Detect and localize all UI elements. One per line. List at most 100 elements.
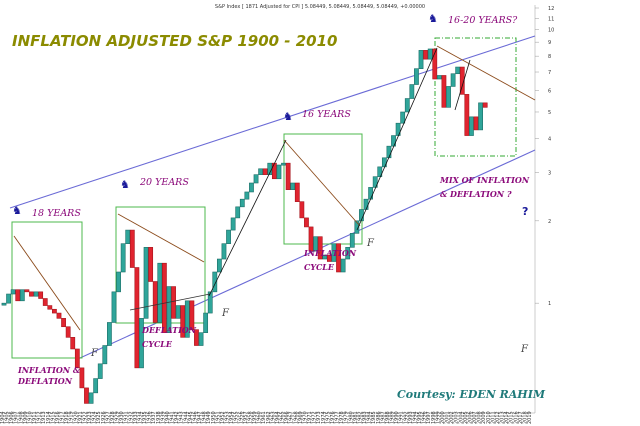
candle-bar [97, 363, 103, 379]
chart-title: INFLATION ADJUSTED S&P 1900 - 2010 [12, 32, 338, 50]
signal-marker-2: F [221, 308, 230, 319]
candle-bar [139, 318, 144, 369]
x-tick-label: 1994 [412, 411, 418, 424]
candle-bar [281, 162, 286, 166]
trend-line-2 [117, 213, 205, 263]
candle-bar [368, 187, 373, 200]
x-tick-label: 2009 [481, 411, 487, 424]
box4-label-line1: MIX OF INFLATION [439, 175, 530, 185]
x-tick-label: 1907 [14, 411, 20, 424]
candle-bar [313, 236, 319, 252]
x-tick-label: 2013 [500, 411, 506, 424]
x-tick-label: 2015 [509, 411, 515, 424]
x-tick-label: 1983 [362, 411, 368, 424]
svg-text:♞: ♞ [428, 12, 438, 25]
candle-bar [418, 50, 424, 69]
x-tick-label: 1998 [431, 411, 437, 424]
x-tick-label: 1934 [137, 411, 143, 424]
x-tick-label: 1904 [0, 411, 6, 424]
y-tick-label: 11 [548, 16, 554, 22]
x-tick-label: 1996 [422, 411, 428, 424]
x-tick-label: 1913 [41, 411, 47, 424]
x-tick-label: 1980 [348, 411, 354, 424]
y-tick-label: 1 [548, 301, 551, 307]
candle-bar [56, 312, 62, 319]
x-tick-label: 2004 [458, 411, 464, 424]
candle-bar [198, 332, 204, 346]
box3-label-line2: CYCLE [304, 262, 335, 272]
candle-bar [409, 84, 415, 99]
x-tick-label: 1935 [142, 411, 148, 424]
svg-text:18 YEARS: 18 YEARS [32, 208, 81, 219]
x-tick-label: 1976 [330, 411, 336, 424]
x-tick-label: 1914 [46, 411, 52, 424]
candle-bar [166, 286, 172, 333]
x-axis-ticks: 1904190519061907190819091910191119121913… [0, 411, 533, 424]
x-tick-label: 2006 [467, 411, 473, 424]
y-tick-label: 2 [548, 219, 551, 225]
x-tick-label: 1938 [156, 411, 162, 424]
candle-bar [322, 254, 328, 260]
x-tick-label: 1919 [69, 411, 75, 424]
x-tick-label: 2012 [495, 411, 501, 424]
candle-bar [38, 291, 44, 299]
candle-bar [6, 293, 11, 304]
cycle-label-3: ♞ 16 YEARS [283, 109, 351, 123]
x-tick-label: 1942 [174, 411, 180, 424]
x-tick-label: 1925 [96, 411, 102, 424]
x-tick-label: 1908 [18, 411, 24, 424]
x-tick-label: 1981 [353, 411, 359, 424]
candle-bar [290, 182, 296, 190]
x-tick-label: 1967 [289, 411, 295, 424]
candle-bar [162, 262, 167, 333]
candle-bar [134, 267, 140, 369]
x-tick-label: 1958 [247, 411, 253, 424]
x-tick-label: 2018 [522, 411, 528, 424]
svg-text:♞: ♞ [12, 204, 22, 217]
x-tick-label: 1933 [133, 411, 139, 424]
x-tick-label: 1928 [110, 411, 116, 424]
x-tick-label: 1941 [170, 411, 176, 424]
box2-label-line1: DEFLATION [141, 325, 197, 335]
y-tick-label: 5 [548, 110, 551, 116]
candle-bar [450, 73, 456, 87]
x-tick-label: 1971 [307, 411, 313, 424]
candle-bar [249, 182, 254, 193]
candle-bar [102, 345, 108, 365]
svg-text:16 YEARS: 16 YEARS [302, 109, 351, 120]
x-tick-label: 1986 [376, 411, 382, 424]
x-tick-label: 1926 [101, 411, 107, 424]
candle-bar [386, 145, 392, 159]
x-tick-label: 1939 [160, 411, 166, 424]
candle-bar [244, 191, 250, 200]
candle-bar [345, 247, 351, 260]
candle-bar [216, 258, 222, 273]
question-mark: ? [522, 205, 528, 218]
candle-bar [184, 300, 190, 338]
candle-bar [372, 176, 378, 188]
x-tick-label: 2000 [440, 411, 446, 424]
x-tick-label: 1918 [64, 411, 70, 424]
candle-bar [143, 247, 149, 319]
candle-bar [414, 68, 419, 85]
x-tick-label: 1984 [367, 411, 373, 424]
box3-label-line1: INFLATION [303, 248, 357, 258]
x-tick-label: 1962 [266, 411, 272, 424]
x-tick-label: 1916 [55, 411, 61, 424]
credit-text: Courtesy: EDEN RAHIM [397, 388, 546, 401]
candle-bar [148, 247, 154, 282]
x-tick-label: 1924 [92, 411, 98, 424]
candle-bar [331, 243, 337, 262]
candle-bar [230, 217, 236, 231]
candle-bar [459, 66, 465, 95]
candle-bar [326, 254, 332, 262]
box1-label-line1: INFLATION & [17, 365, 81, 375]
x-tick-label: 1917 [60, 411, 66, 424]
candle-bar [446, 86, 451, 108]
x-tick-label: 2002 [449, 411, 455, 424]
x-tick-label: 1969 [298, 411, 304, 424]
cycle-box-4 [434, 37, 517, 157]
chart-header: S&P Index [ 1871 Adjusted for CPI ] 5.08… [215, 4, 425, 10]
candle-bar [276, 164, 282, 180]
